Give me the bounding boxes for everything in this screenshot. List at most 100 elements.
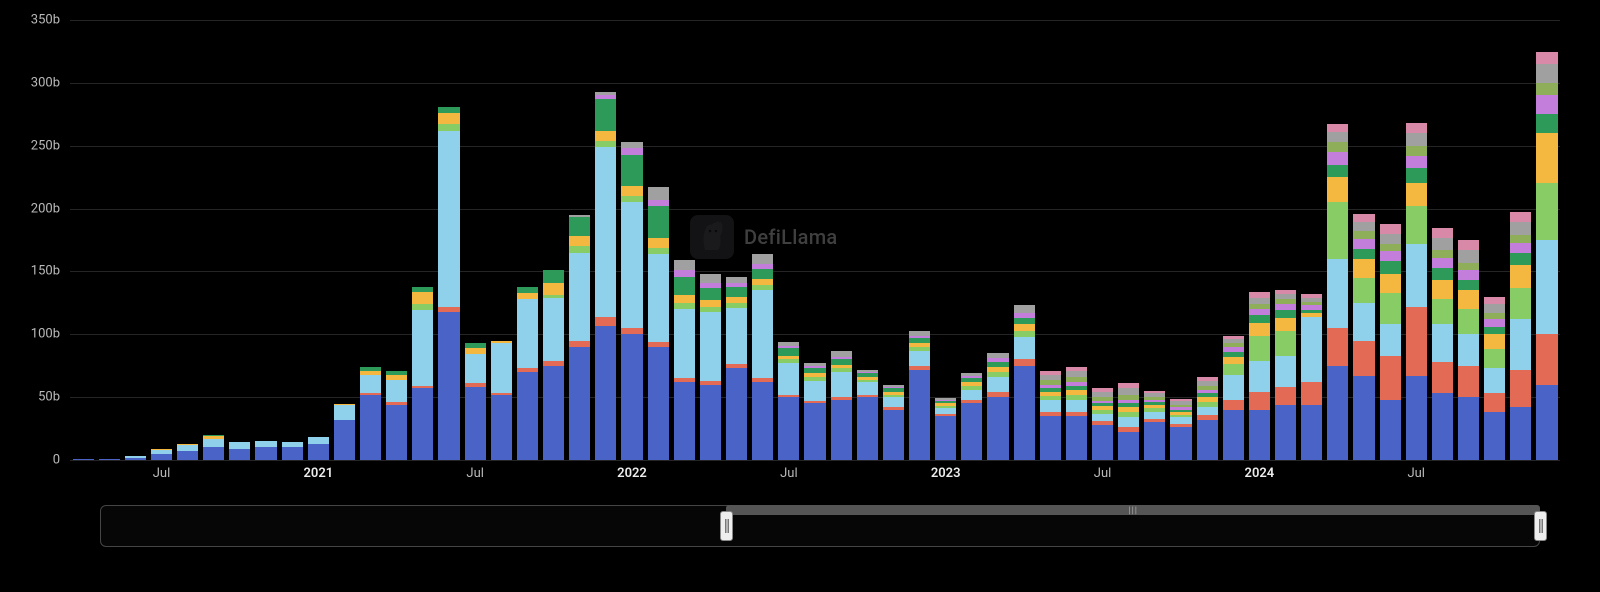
bar-segment (1484, 297, 1505, 305)
bar[interactable] (73, 459, 94, 460)
range-slider[interactable]: ||| (100, 505, 1540, 545)
bar[interactable] (595, 92, 616, 460)
bar[interactable] (1275, 290, 1296, 460)
bar[interactable] (1040, 371, 1061, 460)
bar[interactable] (621, 142, 642, 460)
slider-handle-left[interactable] (720, 511, 733, 541)
bar[interactable] (465, 343, 486, 460)
bar-segment (804, 403, 825, 460)
bar[interactable] (1458, 240, 1479, 460)
bar-segment (334, 420, 355, 460)
bar[interactable] (857, 370, 878, 460)
bar[interactable] (726, 277, 747, 460)
bar-segment (1458, 250, 1479, 263)
bar[interactable] (125, 456, 146, 460)
bar-segment (203, 447, 224, 460)
bar[interactable] (752, 254, 773, 460)
bar-segment (909, 370, 930, 461)
bar[interactable] (1197, 377, 1218, 460)
grip-icon: ||| (1128, 506, 1138, 516)
y-axis-label: 150b (5, 264, 60, 279)
bar[interactable] (1249, 292, 1270, 460)
slider-selected-range[interactable]: ||| (726, 505, 1540, 515)
bar-segment (648, 347, 669, 460)
bar[interactable] (909, 331, 930, 460)
bar[interactable] (648, 187, 669, 460)
bar[interactable] (177, 444, 198, 460)
bar[interactable] (778, 342, 799, 460)
bar-segment (438, 113, 459, 124)
bar[interactable] (700, 274, 721, 460)
bar[interactable] (151, 449, 172, 460)
bar[interactable] (987, 353, 1008, 460)
bar[interactable] (1092, 388, 1113, 460)
bar[interactable] (1118, 383, 1139, 460)
bar-segment (621, 186, 642, 196)
bar-segment (1327, 328, 1348, 366)
bar[interactable] (1536, 52, 1557, 460)
bar[interactable] (1223, 336, 1244, 460)
bar-segment (151, 454, 172, 460)
bar[interactable] (1510, 212, 1531, 460)
bar[interactable] (543, 270, 564, 460)
bar[interactable] (1014, 305, 1035, 460)
bar-segment (386, 380, 407, 403)
bar-segment (334, 405, 355, 420)
bar[interactable] (360, 367, 381, 460)
bar-segment (1510, 253, 1531, 266)
bar-segment (883, 410, 904, 460)
bar[interactable] (282, 442, 303, 460)
bar[interactable] (804, 363, 825, 460)
bar-segment (1380, 244, 1401, 252)
bar[interactable] (255, 441, 276, 460)
bar-segment (73, 459, 94, 460)
bar[interactable] (517, 287, 538, 460)
bar-segment (909, 351, 930, 366)
bar-segment (1510, 370, 1531, 408)
bar[interactable] (386, 371, 407, 460)
bar-segment (543, 283, 564, 296)
bar[interactable] (569, 215, 590, 460)
y-axis-label: 250b (5, 138, 60, 153)
bar[interactable] (1484, 297, 1505, 460)
bar[interactable] (1144, 391, 1165, 460)
bar[interactable] (308, 437, 329, 460)
bar[interactable] (1353, 214, 1374, 460)
bar[interactable] (438, 107, 459, 460)
x-axis-label: Jul (153, 466, 171, 481)
bar-segment (1406, 183, 1427, 206)
bar[interactable] (883, 385, 904, 460)
bar[interactable] (1170, 399, 1191, 460)
bar[interactable] (1432, 228, 1453, 460)
bar-segment (778, 363, 799, 394)
bar[interactable] (1380, 224, 1401, 460)
bar-segment (831, 400, 852, 460)
bar[interactable] (935, 398, 956, 460)
bar[interactable] (229, 442, 250, 460)
bar[interactable] (1406, 123, 1427, 460)
bar[interactable] (961, 373, 982, 460)
bar-segment (1432, 268, 1453, 281)
bar[interactable] (674, 260, 695, 460)
bar-segment (1406, 146, 1427, 156)
bar[interactable] (1066, 367, 1087, 460)
bar-segment (1380, 261, 1401, 274)
bar[interactable] (1327, 124, 1348, 460)
bar-segment (1432, 393, 1453, 460)
bar[interactable] (203, 435, 224, 460)
bar-segment (621, 155, 642, 186)
bar-segment (1432, 228, 1453, 238)
bar[interactable] (1301, 294, 1322, 460)
bar-segment (1458, 334, 1479, 365)
slider-handle-right[interactable] (1534, 511, 1547, 541)
bar[interactable] (831, 351, 852, 460)
bar[interactable] (491, 341, 512, 460)
bar-segment (491, 343, 512, 393)
bar-segment (1458, 397, 1479, 460)
bar-segment (1118, 417, 1139, 427)
bar[interactable] (99, 459, 120, 460)
bar-segment (282, 447, 303, 460)
bar-segment (1406, 133, 1427, 146)
bar[interactable] (412, 287, 433, 460)
bar[interactable] (334, 404, 355, 460)
